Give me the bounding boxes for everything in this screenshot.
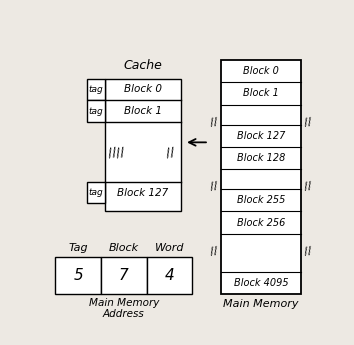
Text: Block 4095: Block 4095	[234, 278, 288, 288]
Text: Word: Word	[155, 243, 184, 253]
Text: Block 0: Block 0	[243, 66, 279, 76]
Text: Block: Block	[109, 243, 139, 253]
Text: Block 1: Block 1	[124, 106, 162, 116]
Text: //: //	[303, 246, 312, 257]
Bar	[147, 257, 192, 294]
Bar	[105, 79, 182, 211]
Text: //: //	[107, 145, 117, 159]
Text: Block 0: Block 0	[124, 85, 162, 95]
Bar	[221, 60, 301, 294]
Bar	[55, 257, 101, 294]
Text: 4: 4	[165, 268, 175, 283]
Text: //: //	[165, 145, 175, 159]
Text: Block 127: Block 127	[118, 188, 169, 198]
Text: Main Memory: Main Memory	[223, 299, 299, 309]
Text: //: //	[303, 181, 312, 193]
Text: Block 128: Block 128	[237, 153, 285, 163]
Text: Block 1: Block 1	[243, 88, 279, 98]
Text: 7: 7	[119, 268, 129, 283]
Bar	[101, 257, 147, 294]
Text: tag: tag	[88, 107, 103, 116]
Bar	[87, 79, 105, 100]
Text: //: //	[210, 246, 219, 257]
Text: //: //	[210, 181, 219, 193]
Text: Tag: Tag	[68, 243, 88, 253]
Text: tag: tag	[88, 188, 103, 197]
Text: Block 256: Block 256	[237, 218, 285, 227]
Text: Main Memory
Address: Main Memory Address	[88, 298, 159, 319]
Text: Block 127: Block 127	[237, 131, 285, 141]
Text: //: //	[210, 117, 219, 128]
Text: Cache: Cache	[124, 59, 162, 72]
Text: Block 255: Block 255	[237, 195, 285, 205]
Bar	[87, 182, 105, 204]
Text: tag: tag	[88, 85, 103, 94]
Text: //: //	[303, 117, 312, 128]
Bar	[87, 100, 105, 122]
Text: 5: 5	[73, 268, 83, 283]
Text: //: //	[115, 145, 126, 159]
